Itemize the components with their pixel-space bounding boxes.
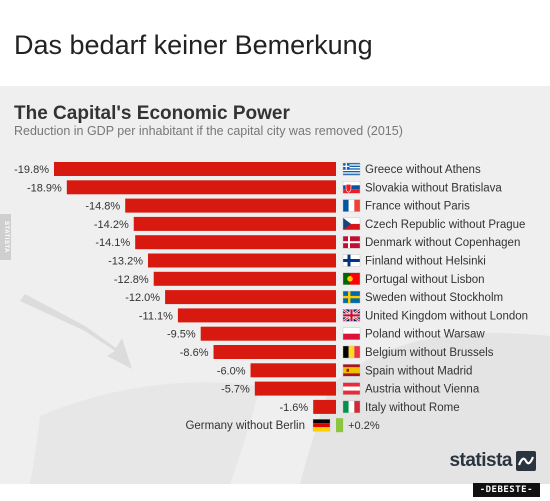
poland-flag-icon	[342, 327, 361, 340]
denmark-flag-icon	[342, 235, 361, 249]
slovakia-flag-icon	[342, 181, 361, 194]
italy-flag-icon	[342, 400, 361, 414]
value-label: -13.2%	[108, 256, 143, 268]
value-label: -14.2%	[94, 219, 129, 231]
finland-flag-icon	[342, 254, 361, 267]
category-label: Germany without Berlin	[185, 420, 305, 432]
bar-chart: -19.8% Greece without Athens -18.9% Slovaki…	[14, 162, 528, 433]
bar	[213, 345, 336, 359]
germany-flag-icon	[312, 419, 331, 432]
value-label: -12.8%	[114, 274, 149, 286]
chart-subtitle: Reduction in GDP per inhabitant if the c…	[14, 124, 403, 138]
greece-flag-icon	[342, 162, 361, 176]
value-label: -1.6%	[279, 402, 308, 414]
value-label: -6.0%	[217, 365, 246, 377]
chart-title: The Capital's Economic Power	[14, 103, 290, 124]
united-kingdom-flag-icon	[342, 308, 361, 323]
spain-flag-icon	[342, 364, 361, 377]
category-label: Denmark without Copenhagen	[365, 237, 520, 249]
france-flag-icon	[342, 199, 361, 212]
statista-logo: statista	[449, 448, 536, 474]
bar	[165, 290, 336, 305]
value-label: -9.5%	[167, 329, 196, 341]
value-label: -11.1%	[139, 310, 173, 322]
category-label: Portugal without Lisbon	[365, 274, 485, 286]
bar	[254, 381, 336, 396]
czech-republic-flag-icon	[342, 217, 361, 231]
bar	[125, 198, 336, 213]
bar	[313, 399, 336, 414]
category-label: Czech Republic without Prague	[365, 219, 525, 231]
watermark-stamp: -DEBESTE-	[472, 483, 540, 497]
value-label: -19.8%	[14, 164, 49, 176]
value-label: -18.9%	[27, 182, 62, 194]
brand-name: statista	[449, 450, 512, 471]
austria-flag-icon	[342, 382, 361, 395]
statista-wave-icon	[516, 451, 536, 471]
bar	[177, 308, 336, 323]
value-label: -12.0%	[125, 292, 160, 304]
side-source-tag: STATISTA	[0, 214, 11, 260]
category-label: Belgium without Brussels	[365, 347, 494, 359]
bar	[135, 235, 336, 250]
category-label: United Kingdom without London	[365, 310, 528, 322]
category-label: Austria without Vienna	[365, 384, 480, 396]
bar	[54, 162, 336, 176]
bar	[153, 271, 336, 286]
category-label: Slovakia without Bratislava	[365, 182, 502, 194]
value-label: +0.2%	[348, 420, 380, 432]
category-label: France without Paris	[365, 201, 470, 213]
bar	[200, 326, 336, 341]
category-label: Poland without Warsaw	[365, 329, 485, 341]
sweden-flag-icon	[342, 290, 361, 304]
category-label: Finland without Helsinki	[365, 256, 486, 268]
belgium-flag-icon	[342, 345, 361, 359]
bar	[66, 180, 337, 195]
category-label: Sweden without Stockholm	[365, 292, 503, 304]
bar	[336, 418, 344, 433]
value-label: -5.7%	[221, 384, 250, 396]
value-label: -8.6%	[180, 347, 209, 359]
value-label: -14.1%	[95, 237, 130, 249]
value-label: -14.8%	[85, 201, 120, 213]
category-label: Spain without Madrid	[365, 365, 472, 377]
bar	[250, 363, 336, 378]
portugal-flag-icon	[342, 272, 361, 286]
category-label: Greece without Athens	[365, 164, 481, 176]
infographic-card: The Capital's Economic Power Reduction i…	[0, 86, 550, 484]
category-label: Italy without Rome	[365, 402, 460, 414]
page-title: Das bedarf keiner Bemerkung	[14, 30, 373, 60]
bar	[148, 253, 336, 268]
bar	[133, 216, 336, 231]
